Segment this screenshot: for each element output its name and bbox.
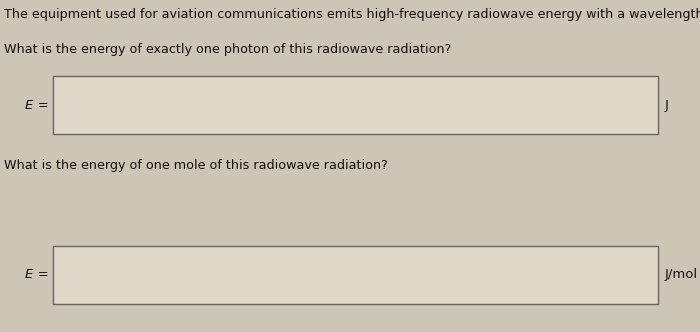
- Text: What is the energy of one mole of this radiowave radiation?: What is the energy of one mole of this r…: [4, 159, 387, 172]
- Text: What is the energy of exactly one photon of this radiowave radiation?: What is the energy of exactly one photon…: [4, 43, 451, 56]
- FancyBboxPatch shape: [52, 246, 658, 304]
- Text: E =: E =: [25, 268, 49, 281]
- Text: J: J: [665, 99, 669, 112]
- Text: J/mol: J/mol: [665, 268, 698, 281]
- FancyBboxPatch shape: [52, 76, 658, 134]
- Text: The equipment used for aviation communications emits high-frequency radiowave en: The equipment used for aviation communic…: [4, 8, 700, 21]
- Text: E =: E =: [25, 99, 49, 112]
